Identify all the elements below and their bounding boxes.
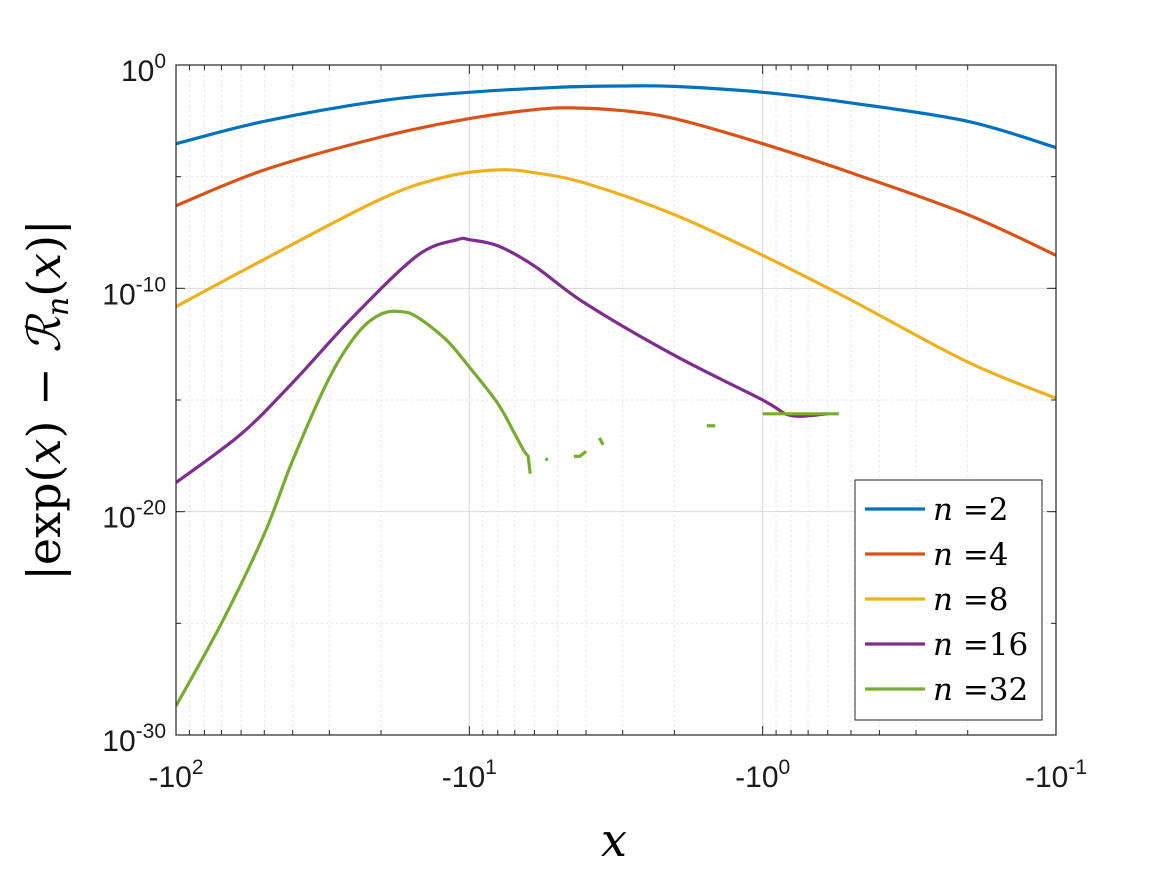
series-n8-line <box>176 168 1056 400</box>
legend-label-n: n <box>933 672 953 708</box>
x-tick-label-base: -10 <box>1025 761 1068 794</box>
y-axis-title: |exp(x) − ℛn(x)| <box>17 219 76 580</box>
y-tick-label-exp: -10 <box>136 273 166 296</box>
legend-label-n: n <box>933 582 953 618</box>
series-n32-line <box>176 309 526 707</box>
y-axis-title-exp: exp( <box>17 465 71 566</box>
legend-item-n4: n =4 <box>865 537 1009 573</box>
legend-label: n =32 <box>933 672 1028 708</box>
y-tick-label: 10-10 <box>102 273 166 311</box>
y-tick-label-base: 10 <box>121 55 154 88</box>
series-layer <box>176 84 1056 707</box>
x-tick-label-base: -10 <box>148 761 191 794</box>
y-tick-label-exp: -30 <box>136 720 166 743</box>
legend-item-n16: n =16 <box>865 627 1028 663</box>
y-tick-label-base: 10 <box>102 502 135 535</box>
y-axis-title-lparen: ( <box>17 279 71 297</box>
y-tick-label: 10-30 <box>102 720 166 758</box>
series-n4-line <box>176 106 1056 257</box>
y-axis-title-sub-n: n <box>41 297 76 316</box>
legend-label-n: n <box>933 492 953 528</box>
legend-label: n =2 <box>933 492 1009 528</box>
x-tick-label-exp: 0 <box>779 756 791 779</box>
legend-item-n2: n =2 <box>865 492 1009 528</box>
y-axis-title-abs-left: | <box>17 565 71 581</box>
legend-label-value: =2 <box>953 492 1009 528</box>
y-axis-title-x1: x <box>17 439 71 465</box>
legend-label-n: n <box>933 537 953 573</box>
svg-text:|exp(x) − ℛn(x)|: |exp(x) − ℛn(x)| <box>17 219 76 580</box>
legend-label-value: =16 <box>953 627 1028 663</box>
legend-label-value: =32 <box>953 672 1028 708</box>
legend-label-value: =8 <box>953 582 1009 618</box>
x-tick-label-exp: 2 <box>192 756 204 779</box>
ticks <box>175 64 1057 736</box>
legend-label-n: n <box>933 627 953 663</box>
series-n16-line <box>176 236 828 484</box>
series-n2-line <box>176 84 1056 150</box>
x-tick-label-exp: -1 <box>1068 756 1087 779</box>
y-axis-title-x2: x <box>17 253 71 279</box>
x-tick-label-base: -10 <box>735 761 778 794</box>
y-tick-label-exp: 0 <box>154 50 166 73</box>
y-axis-title-close: )| <box>17 219 71 252</box>
series-n32-fragment <box>544 457 549 462</box>
series-n32-fragment <box>598 437 605 446</box>
legend-label-value: =4 <box>953 537 1009 573</box>
legend-item-n8: n =8 <box>865 582 1009 618</box>
legend-label: n =4 <box>933 537 1009 573</box>
series-n32-fragment <box>573 450 588 458</box>
y-tick-label-exp: -20 <box>136 497 166 520</box>
y-tick-label-base: 10 <box>102 278 135 311</box>
x-tick-label-exp: 1 <box>485 756 497 779</box>
x-tick-label-base: -10 <box>442 761 485 794</box>
series-n32-fragment <box>522 450 532 474</box>
x-axis-title: x <box>601 813 627 867</box>
legend-item-n32: n =32 <box>865 672 1028 708</box>
legend-label: n =16 <box>933 627 1028 663</box>
y-tick-label: 100 <box>121 50 166 88</box>
y-tick-label: 10-20 <box>102 497 166 535</box>
x-tick-label: -102 <box>148 756 203 794</box>
legend: n =2n =4n =8n =16n =32 <box>854 479 1043 721</box>
legend-label: n =8 <box>933 582 1009 618</box>
x-tick-label: -10-1 <box>1025 756 1087 794</box>
y-axis-title-rparen: ) − <box>17 353 71 439</box>
x-tick-label: -100 <box>735 756 790 794</box>
y-axis-title-R: ℛ <box>17 313 71 353</box>
y-tick-label-base: 10 <box>102 725 135 758</box>
x-tick-label: -101 <box>442 756 497 794</box>
